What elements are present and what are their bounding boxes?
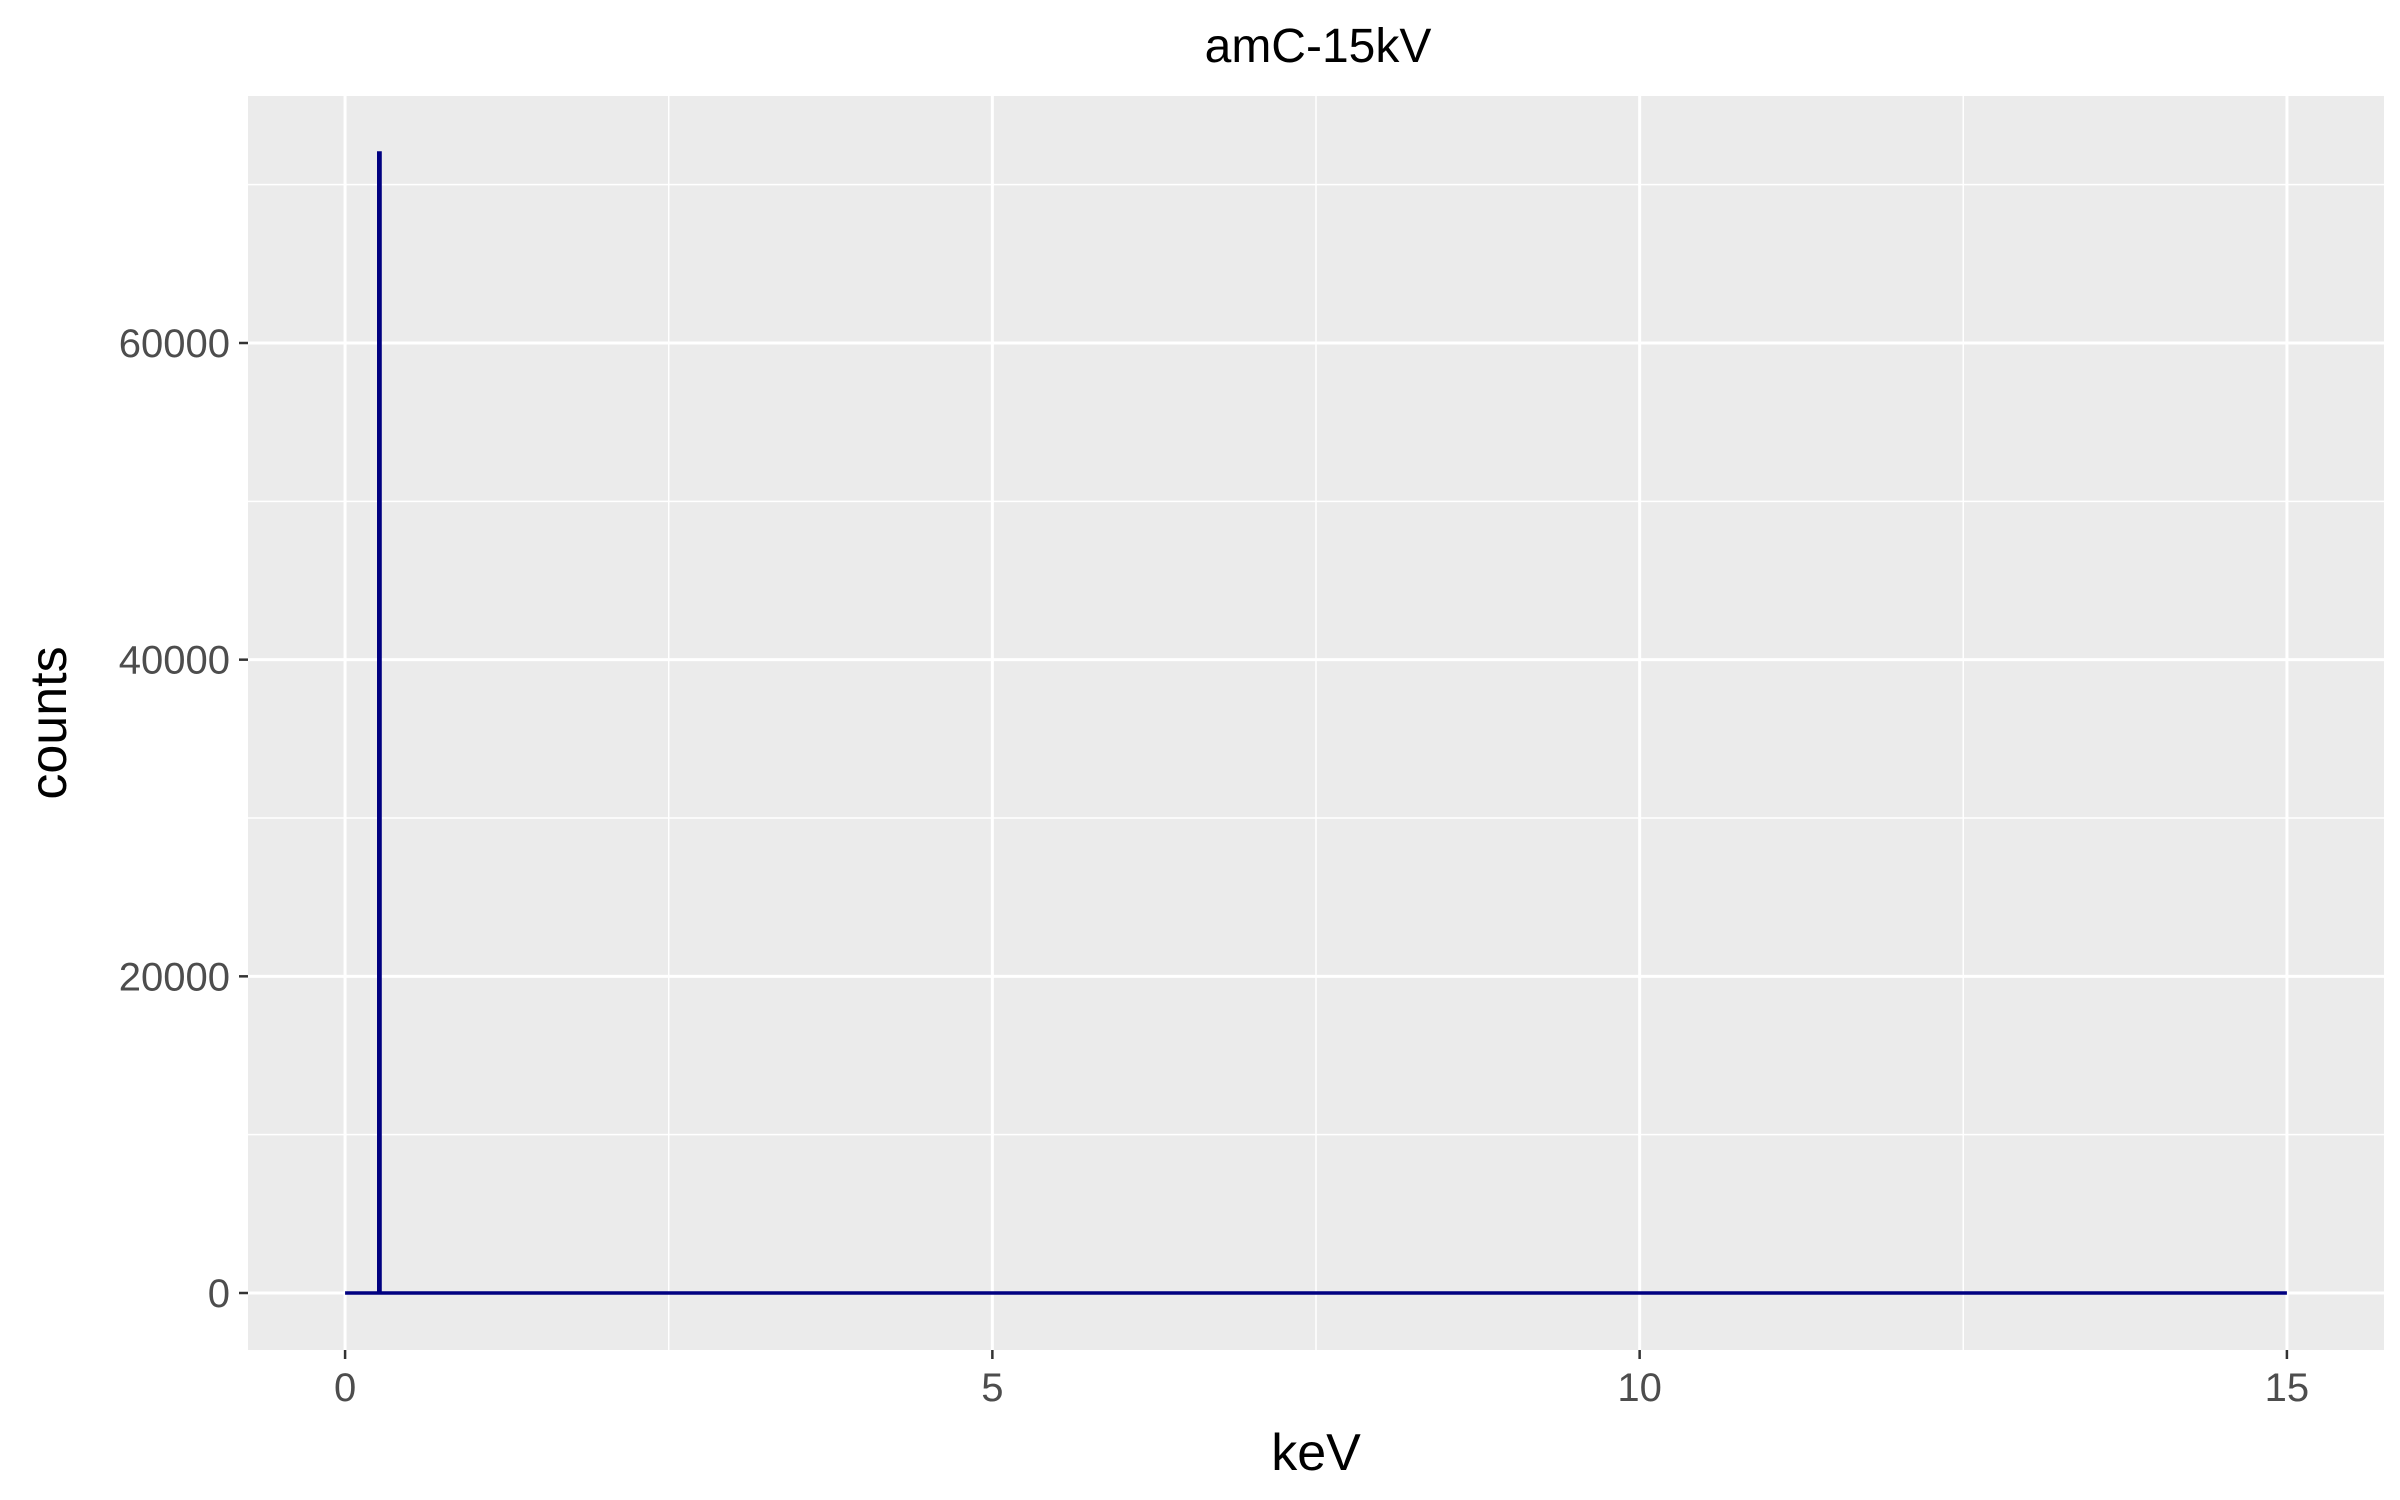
x-tick-label: 10	[1617, 1366, 1662, 1410]
y-tick-label: 0	[208, 1272, 230, 1316]
series-line	[345, 151, 2287, 1295]
chart-title: amC-15kV	[1205, 20, 1432, 73]
y-tick-label: 20000	[119, 955, 230, 999]
x-tick-label: 5	[981, 1366, 1003, 1410]
x-tick-label: 15	[2265, 1366, 2310, 1410]
y-axis: 0 20000 40000 60000	[119, 322, 248, 1316]
x-axis-title: keV	[1271, 1424, 1361, 1482]
x-tick-label: 0	[334, 1366, 356, 1410]
y-tick-label: 60000	[119, 322, 230, 366]
y-axis-title: counts	[20, 646, 78, 799]
data-series	[345, 151, 2287, 1295]
y-tick-label: 40000	[119, 639, 230, 683]
x-axis: 0 5 10 15	[334, 1350, 2309, 1410]
minor-gridlines	[248, 96, 2384, 1350]
